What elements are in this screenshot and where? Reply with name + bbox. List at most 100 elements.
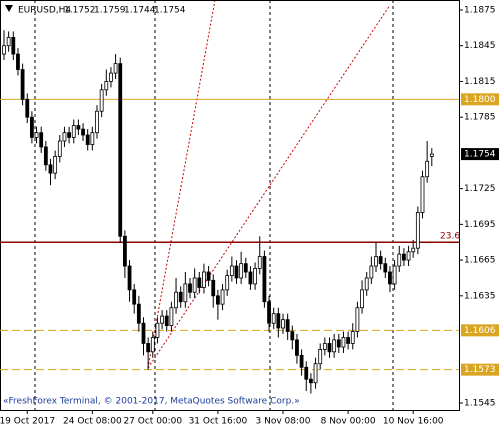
x-tick-label: 24 Oct 08:00 (63, 417, 122, 427)
candle-body (225, 275, 230, 291)
candle-body (346, 337, 351, 344)
candle-body (388, 271, 392, 285)
candle-body (183, 283, 188, 303)
symbol: EURUSD,H4 (18, 6, 71, 16)
candle-body (202, 271, 206, 288)
candle-body (136, 303, 141, 324)
candle-body (95, 110, 99, 134)
candle-body (350, 331, 355, 344)
candle-body (229, 265, 234, 276)
plot-border (0, 0, 460, 411)
y-tick-label: 1.1665 (464, 256, 496, 266)
candle-body (76, 125, 81, 130)
level-label: 1.1573 (464, 365, 496, 375)
candle-body (192, 277, 197, 293)
candle-body (425, 160, 430, 178)
level-label-box (461, 324, 499, 337)
candle-body (146, 343, 151, 353)
candle-body (34, 132, 39, 138)
x-tick-label: 10 Nov 16:00 (383, 417, 444, 427)
candle-body (253, 268, 258, 285)
candle-body (2, 45, 6, 55)
copyright: «FreshForex Terminal, © 2001-2017, MetaQ… (3, 397, 300, 407)
candle-body (113, 63, 118, 74)
candle-body (11, 36, 16, 55)
header-high: 1.1759 (94, 6, 126, 16)
candle-body (39, 132, 44, 148)
bid-label: 1.1754 (464, 150, 496, 160)
candle-body (169, 307, 174, 326)
candle-body (150, 337, 155, 353)
candle-body (332, 339, 337, 353)
candle-body (174, 291, 178, 309)
candle-body (243, 263, 248, 273)
candle-body (341, 337, 346, 348)
candle-body (164, 315, 169, 326)
y-tick-label: 1.1875 (464, 6, 496, 16)
candle-body (109, 72, 113, 82)
candle-body (67, 132, 71, 138)
candle-body (29, 116, 34, 138)
candle-body (374, 256, 378, 267)
candle-body (155, 322, 160, 338)
fan-line (147, 4, 391, 369)
header-low: 1.1744 (124, 6, 156, 16)
candle-body (220, 289, 225, 305)
candle-body (239, 263, 244, 279)
candle-body (141, 322, 146, 344)
candle-body (271, 313, 276, 324)
candle-body (160, 315, 165, 324)
x-tick-label: 27 Oct 00:00 (123, 417, 182, 427)
candle-body (429, 153, 434, 157)
candle-body (85, 134, 90, 145)
candle-body (132, 289, 137, 305)
candle-body (123, 235, 127, 267)
level-label-box (461, 93, 499, 106)
bid-box (461, 148, 499, 161)
y-tick-label: 1.1845 (464, 41, 496, 51)
y-tick-label: 1.1695 (464, 220, 496, 230)
candle-body (215, 295, 220, 305)
x-tick-label: 3 Nov 08:00 (256, 417, 311, 427)
level-label: 1.1800 (464, 95, 496, 105)
candle-body (248, 271, 253, 285)
header-open: 1.1752 (64, 6, 96, 16)
candle-body (127, 265, 132, 291)
level-label-box (461, 363, 499, 376)
candle-body (415, 212, 420, 249)
candle-body (211, 279, 216, 297)
candle-body (299, 354, 304, 368)
level-label: 1.1606 (464, 326, 496, 336)
candle-body (327, 343, 332, 353)
candle-body (57, 140, 62, 157)
candle-body (318, 349, 323, 365)
header-close: 1.1754 (154, 6, 186, 16)
candle-body (295, 339, 299, 356)
candle-body (262, 256, 267, 303)
y-tick-label: 1.1785 (464, 113, 496, 123)
candle-body (43, 146, 48, 166)
candle-body (355, 307, 360, 332)
x-tick-label: 8 Nov 00:00 (321, 417, 376, 427)
candle-body (188, 283, 192, 293)
candle-body (197, 277, 202, 288)
candle-body (308, 378, 313, 384)
y-tick-label: 1.1815 (464, 77, 496, 87)
candle-body (99, 89, 104, 112)
period-separators (34, 0, 394, 410)
candle-body (322, 343, 327, 350)
fibo-label: 23.6 (440, 232, 460, 242)
candle-body (285, 319, 290, 332)
candle-body (104, 81, 109, 91)
candle-body (392, 265, 397, 285)
candle-body (313, 363, 318, 384)
candle-body (383, 263, 388, 273)
candle-body (90, 132, 95, 145)
candle-body (364, 277, 369, 291)
candle-body (411, 247, 416, 253)
candle-body (62, 132, 67, 142)
candle-body (178, 291, 183, 303)
candle-body (369, 265, 374, 279)
candle-body (276, 313, 281, 329)
candle-body (71, 125, 76, 138)
